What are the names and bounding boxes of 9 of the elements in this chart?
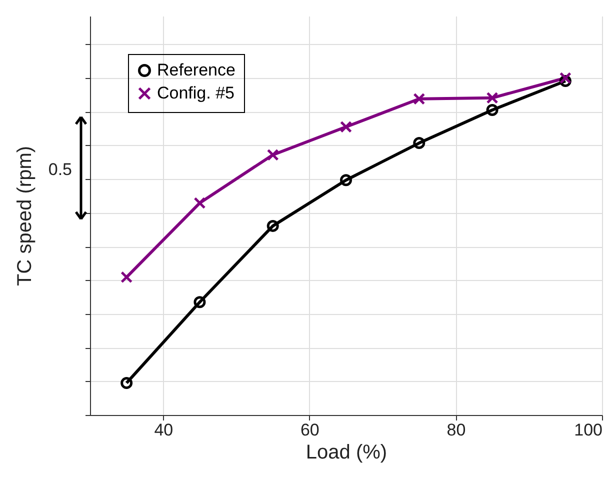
y-axis-title: TC speed (rpm) — [14, 146, 36, 286]
x-axis-title: Load (%) — [306, 442, 388, 464]
x-tick-label: 100 — [574, 420, 602, 440]
legend-label: Reference — [157, 60, 236, 80]
text: 0.5 — [48, 160, 72, 179]
x-tick-label: 40 — [154, 420, 174, 440]
x-tick-label: 80 — [446, 420, 466, 440]
x-tick-label: 60 — [300, 420, 320, 440]
legend-label: Config. #5 — [157, 84, 234, 102]
